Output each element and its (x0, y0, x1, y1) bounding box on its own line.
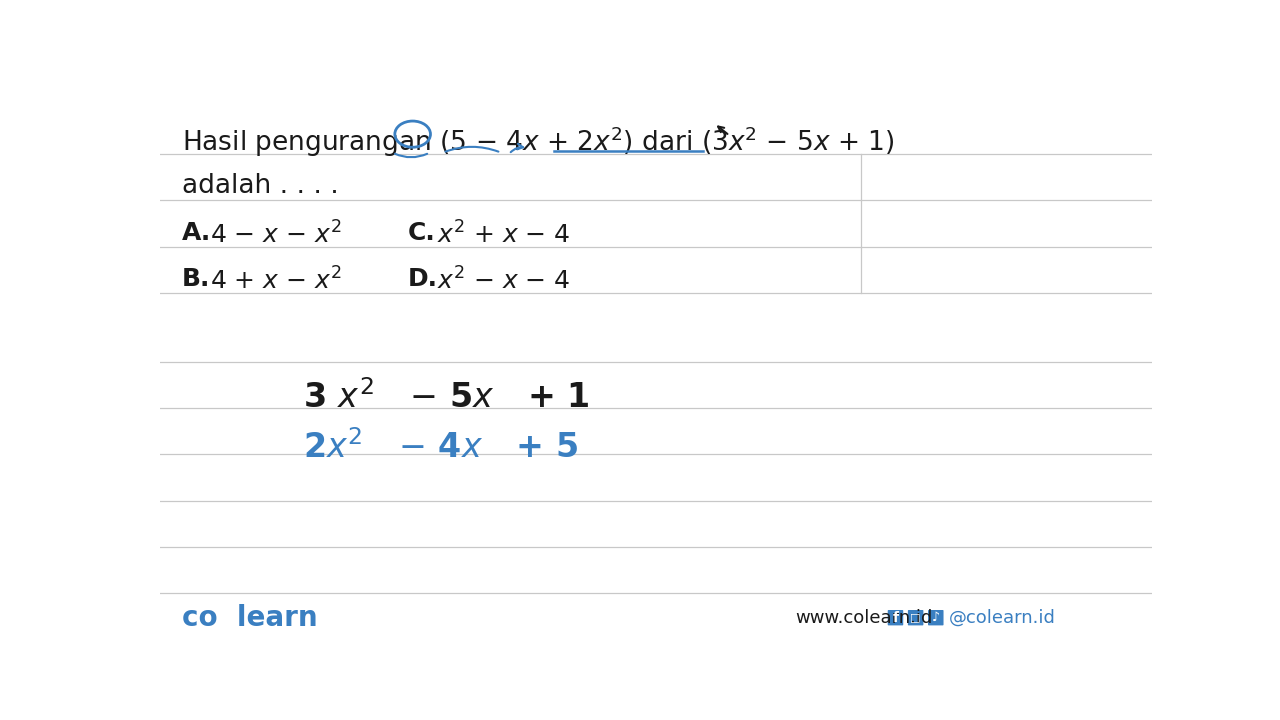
Text: Hasil pengurangan (5 $-$ 4$x$ + 2$x^2$) dari (3$x^2$ $-$ 5$x$ + 1): Hasil pengurangan (5 $-$ 4$x$ + 2$x^2$) … (182, 125, 895, 159)
Text: adalah . . . .: adalah . . . . (182, 173, 338, 199)
Text: 4 $+$ $x$ $-$ $x^2$: 4 $+$ $x$ $-$ $x^2$ (210, 267, 342, 294)
Text: B.: B. (182, 267, 210, 292)
Text: www.colearn.id: www.colearn.id (795, 608, 933, 626)
FancyBboxPatch shape (908, 610, 923, 626)
Text: f: f (892, 611, 899, 625)
Text: $x^2$ $-$ $x$ $-$ 4: $x^2$ $-$ $x$ $-$ 4 (438, 267, 571, 294)
Text: 4 $-$ $x$ $-$ $x^2$: 4 $-$ $x$ $-$ $x^2$ (210, 221, 342, 248)
Text: 2$x^2$   $-$ 4$x$   + 5: 2$x^2$ $-$ 4$x$ + 5 (303, 431, 579, 465)
Text: C.: C. (408, 221, 435, 245)
FancyBboxPatch shape (928, 610, 943, 626)
Text: D.: D. (408, 267, 438, 292)
FancyBboxPatch shape (888, 610, 904, 626)
Text: 3 $x^2$   $-$ 5$x$   + 1: 3 $x^2$ $-$ 5$x$ + 1 (303, 381, 590, 415)
Text: co  learn: co learn (182, 603, 317, 631)
Text: ♪: ♪ (932, 611, 940, 624)
Text: $x^2$ $+$ $x$ $-$ 4: $x^2$ $+$ $x$ $-$ 4 (438, 221, 571, 248)
Text: @colearn.id: @colearn.id (948, 608, 1056, 626)
Text: □: □ (910, 613, 920, 623)
Text: A.: A. (182, 221, 211, 245)
